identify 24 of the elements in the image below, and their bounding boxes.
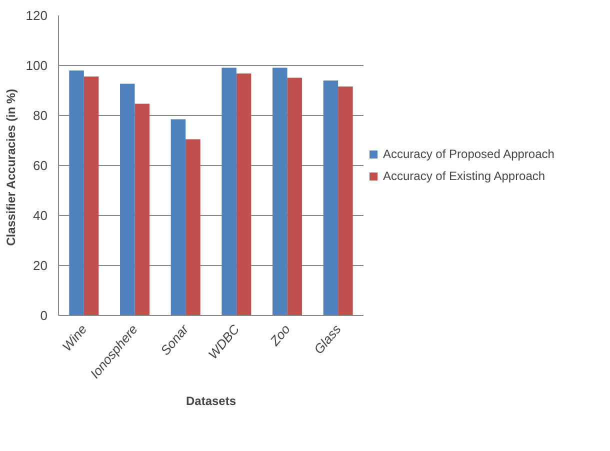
legend-label: Accuracy of Proposed Approach bbox=[383, 147, 554, 161]
legend-label: Accuracy of Existing Approach bbox=[383, 169, 546, 183]
bar bbox=[69, 70, 84, 316]
bar bbox=[272, 68, 288, 316]
x-tick-label: Zoo bbox=[266, 322, 293, 350]
bar bbox=[338, 86, 353, 316]
y-axis-title: Classifier Accuracies (in %) bbox=[4, 88, 18, 246]
bar bbox=[222, 68, 236, 316]
bar bbox=[236, 74, 252, 316]
y-tick-label: 20 bbox=[33, 258, 48, 273]
bar bbox=[84, 76, 99, 316]
y-tick-label: 60 bbox=[33, 158, 48, 173]
bar bbox=[134, 104, 150, 316]
bar bbox=[186, 139, 200, 316]
y-tick-label: 120 bbox=[26, 8, 48, 23]
y-tick-label: 80 bbox=[33, 108, 48, 123]
bar bbox=[287, 78, 302, 316]
x-axis-title: Datasets bbox=[186, 394, 236, 408]
y-tick-label: 40 bbox=[33, 208, 48, 223]
y-tick-label: 100 bbox=[26, 58, 48, 73]
bar bbox=[323, 80, 338, 316]
y-tick-label: 0 bbox=[40, 308, 48, 323]
bar bbox=[120, 84, 135, 316]
bar bbox=[170, 119, 186, 316]
